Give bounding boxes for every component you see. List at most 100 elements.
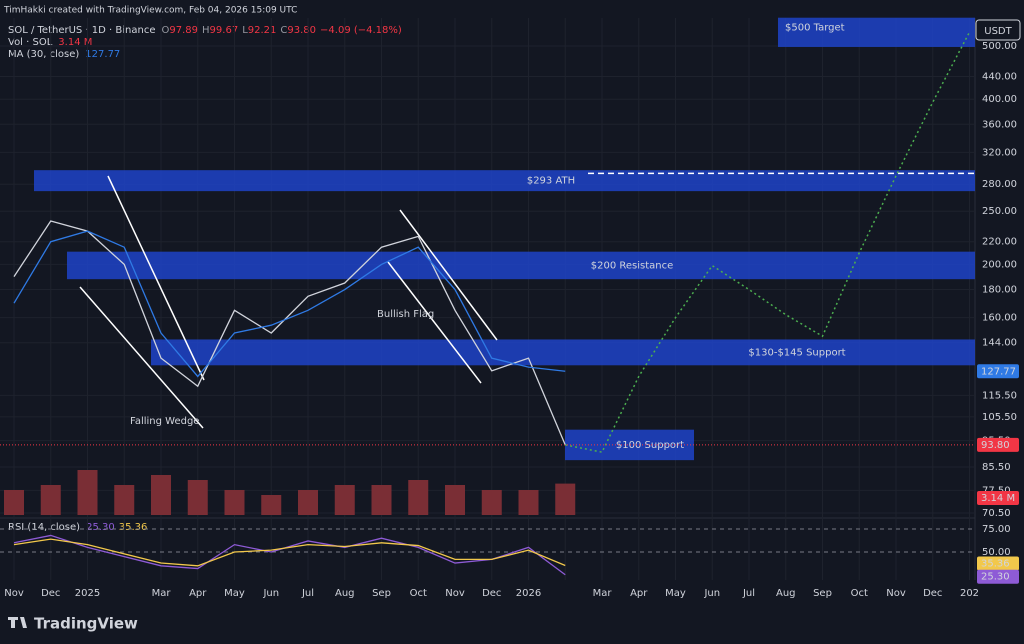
annotation: Falling Wedge xyxy=(130,416,199,427)
wedge-upper xyxy=(107,175,205,381)
zone-label: $500 Target xyxy=(785,23,845,34)
ohlc-value: 92.21 xyxy=(248,25,277,36)
x-tick-label: Nov xyxy=(886,588,906,599)
badge-label: 35.36 xyxy=(981,558,1010,569)
x-tick-label: 2026 xyxy=(516,588,541,599)
series-line xyxy=(13,220,566,446)
volume-bar xyxy=(4,490,24,515)
change: −4.09 (−4.18%) xyxy=(320,25,402,36)
volume-bar xyxy=(518,490,539,515)
volume-bar xyxy=(371,485,392,515)
x-tick-label: Sep xyxy=(813,588,832,599)
x-tick-label: Aug xyxy=(335,588,355,599)
flag-lower xyxy=(387,261,482,384)
x-tick-label: Aug xyxy=(776,588,796,599)
ohlc-value: 97.89 xyxy=(169,25,198,36)
rsi-ma-value: 35.36 xyxy=(119,522,148,533)
x-tick-label: Dec xyxy=(923,588,942,599)
y-tick-label: 115.50 xyxy=(982,390,1017,401)
zone-label: $200 Resistance xyxy=(591,260,674,271)
volume-value: 3.14 M xyxy=(58,37,92,48)
y-tick-label: 50.00 xyxy=(982,547,1011,558)
x-tick-label: Jun xyxy=(703,588,720,599)
zone-label: $293 ATH xyxy=(527,176,575,187)
legend-rsi: RSI (14, close) 25.30 35.36 xyxy=(8,522,147,533)
currency-box[interactable] xyxy=(975,19,1021,41)
x-tick-label: Jul xyxy=(301,588,314,599)
series-line xyxy=(13,534,566,576)
x-tick-label: Dec xyxy=(482,588,501,599)
zone-label: $100 Support xyxy=(616,440,684,451)
ma-value: 127.77 xyxy=(85,49,120,60)
y-tick-label: 70.50 xyxy=(982,508,1011,519)
ohlc-key: C xyxy=(280,25,287,36)
series-line xyxy=(13,538,566,567)
x-tick-label: May xyxy=(224,588,245,599)
x-tick-label: Dec xyxy=(41,588,60,599)
volume-bar xyxy=(114,485,135,515)
y-tick-label: 400.00 xyxy=(982,94,1017,105)
x-tick-label: 202 xyxy=(960,588,979,599)
badge-label: 3.14 M xyxy=(981,493,1015,504)
y-tick-label: 180.00 xyxy=(982,285,1017,296)
badge-label: 127.77 xyxy=(981,366,1016,377)
y-tick-label: 75.00 xyxy=(982,524,1011,535)
y-tick-label: 85.50 xyxy=(982,462,1011,473)
zone xyxy=(34,170,975,192)
y-tick-label: 250.00 xyxy=(982,206,1017,217)
x-tick-label: Nov xyxy=(445,588,465,599)
volume-bar xyxy=(224,490,245,515)
volume-bar xyxy=(445,485,465,515)
volume-bar xyxy=(334,485,355,515)
currency[interactable]: USDT xyxy=(984,26,1012,37)
volume-bar xyxy=(481,490,502,515)
annotation: Bullish Flag xyxy=(377,309,434,320)
badge-label: 25.30 xyxy=(981,572,1010,583)
legend-volume: Vol · SOL 3.14 M xyxy=(8,37,92,48)
badge-label: 93.80 xyxy=(981,440,1010,451)
ohlc-key: H xyxy=(202,25,210,36)
y-tick-label: 160.00 xyxy=(982,313,1017,324)
x-tick-label: May xyxy=(665,588,686,599)
badge xyxy=(977,556,1019,571)
zone xyxy=(778,17,975,47)
flag-upper xyxy=(399,209,498,341)
zone xyxy=(67,251,975,280)
volume-name: Vol · SOL xyxy=(8,37,53,48)
rsi-value: 25.30 xyxy=(86,522,115,533)
rsi-name: RSI (14, close) xyxy=(8,522,80,533)
ohlc-value: 93.80 xyxy=(287,25,316,36)
badge xyxy=(977,364,1019,379)
y-tick-label: 360.00 xyxy=(982,119,1017,130)
x-tick-label: Jul xyxy=(742,588,755,599)
brand-logo xyxy=(8,617,27,628)
ohlc-key: O xyxy=(162,25,170,36)
volume-bar xyxy=(77,470,98,515)
y-tick-label: 280.00 xyxy=(982,179,1017,190)
x-tick-label: Mar xyxy=(593,588,613,599)
series-line xyxy=(565,31,971,453)
ohlc-key: L xyxy=(242,25,248,36)
zone-label: $130-$145 Support xyxy=(748,347,845,358)
volume-bar xyxy=(298,490,318,515)
volume-bar xyxy=(555,483,576,515)
y-tick-label: 440.00 xyxy=(982,71,1017,82)
ohlc-value: 99.67 xyxy=(210,25,239,36)
x-tick-label: Apr xyxy=(630,588,648,599)
wedge-lower xyxy=(79,286,204,429)
y-tick-label: 144.00 xyxy=(982,338,1017,349)
x-tick-label: Oct xyxy=(410,588,427,599)
brand: TradingView xyxy=(34,615,138,633)
zone xyxy=(151,339,975,366)
legend-price: SOL / TetherUS · 1D · Binance O97.89 H99.6… xyxy=(8,25,402,36)
x-tick-label: Nov xyxy=(4,588,24,599)
y-tick-label: 220.00 xyxy=(982,237,1017,248)
volume-bar xyxy=(151,475,171,515)
y-tick-label: 500.00 xyxy=(982,41,1017,52)
badge xyxy=(977,569,1019,584)
y-tick-label: 105.50 xyxy=(982,412,1017,423)
volume-bar xyxy=(40,485,61,515)
badge xyxy=(977,437,1019,452)
